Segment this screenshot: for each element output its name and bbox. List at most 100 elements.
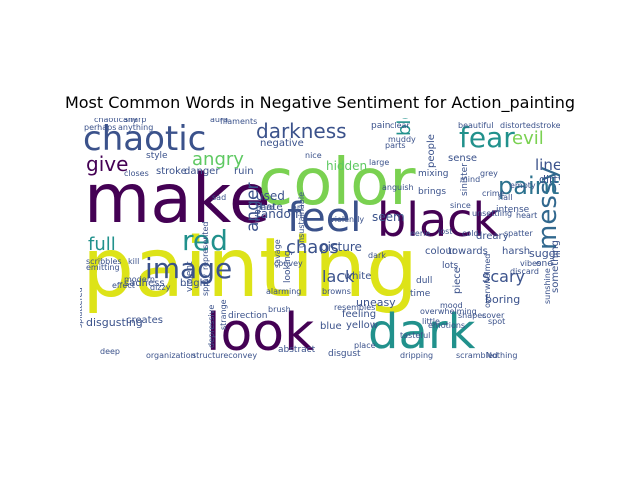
word-eerie: eerie bbox=[410, 229, 430, 238]
word-fear: fear bbox=[459, 121, 515, 154]
word-nothing: Nothing bbox=[486, 351, 517, 360]
word-way: way bbox=[253, 203, 263, 222]
word-vibes: vibes bbox=[520, 259, 541, 268]
word-crime: crime bbox=[482, 189, 505, 198]
word-browns: browns bbox=[322, 287, 351, 296]
word-bright: bright bbox=[180, 278, 210, 289]
word-deep: deep bbox=[100, 347, 120, 356]
word-kill: kill bbox=[128, 257, 139, 266]
word-represented: represented bbox=[201, 222, 210, 270]
word-distorted: distorted bbox=[500, 121, 536, 130]
word-direction: direction bbox=[228, 311, 267, 321]
word-art: art bbox=[292, 203, 303, 212]
word-anguish: anguish bbox=[382, 183, 414, 192]
word-alarming: alarming bbox=[266, 287, 301, 296]
word-spatter: spatter bbox=[504, 229, 533, 238]
word-emotions: emotions bbox=[428, 321, 465, 330]
word-suggest: suggest bbox=[529, 247, 560, 260]
word-unsustainable: unsustainable bbox=[297, 192, 306, 248]
word-mind: mind bbox=[460, 175, 480, 184]
word-violently: violently bbox=[330, 215, 364, 224]
word-splattered: splattered bbox=[80, 287, 84, 328]
word-uneasy: uneasy bbox=[356, 296, 396, 309]
word-piece: piece bbox=[452, 267, 463, 294]
word-messy: messy bbox=[533, 166, 560, 250]
word-brush: brush bbox=[268, 305, 291, 314]
word-sadness: sadness bbox=[124, 278, 165, 289]
word-harsh: harsh bbox=[502, 246, 530, 257]
word-convey: convey bbox=[274, 259, 303, 268]
word-effect: effect bbox=[112, 281, 135, 290]
word-dripping: dripping bbox=[400, 351, 433, 360]
word-boring: boring bbox=[485, 293, 520, 306]
word-creates: creates bbox=[126, 315, 163, 326]
word-painting: painting bbox=[82, 221, 418, 316]
word-image: image bbox=[145, 252, 232, 285]
word-dreary: dreary bbox=[476, 231, 509, 242]
word-yellow: yellow bbox=[346, 320, 378, 331]
word-abstract: abstract bbox=[278, 345, 316, 355]
word-give: give bbox=[86, 152, 128, 176]
word-one: one bbox=[536, 259, 553, 269]
word-place: place bbox=[354, 341, 376, 350]
word-mixing: mixing bbox=[418, 169, 449, 179]
word-lack: lack bbox=[322, 267, 355, 286]
word-colour: colour bbox=[425, 246, 457, 257]
word-sad: sad bbox=[212, 193, 226, 202]
word-dirty: dirty bbox=[539, 173, 560, 186]
word-tasteful: tasteful bbox=[400, 331, 430, 340]
word-modern: modern bbox=[124, 275, 155, 284]
word-hard: hard bbox=[256, 203, 274, 212]
word-unsettling: unsettling bbox=[472, 209, 512, 218]
word-disgust: disgust bbox=[328, 349, 361, 359]
word-dizzy: dizzy bbox=[150, 283, 171, 292]
word-aura: aura bbox=[210, 118, 228, 124]
word-brings: brings bbox=[418, 187, 446, 197]
word-chaotically: chaotically bbox=[94, 118, 137, 124]
word-style: style bbox=[146, 151, 168, 161]
word-scrambled: scrambled bbox=[456, 351, 498, 360]
word-beautiful: beautiful bbox=[458, 121, 493, 130]
word-color: color bbox=[258, 146, 416, 220]
word-sharp: sharp bbox=[124, 118, 147, 124]
word-stroke: stroke bbox=[156, 166, 187, 177]
word-people: people bbox=[426, 134, 437, 168]
word-towards: towards bbox=[448, 246, 488, 257]
word-angry: angry bbox=[192, 149, 244, 170]
word-hidden: hidden bbox=[326, 159, 367, 173]
word-spot: spot bbox=[488, 317, 505, 326]
word-evil: evil bbox=[512, 128, 544, 149]
word-lost: lost bbox=[438, 227, 452, 236]
word-chaotic: chaotic bbox=[83, 119, 206, 159]
word-sinister: sinister bbox=[460, 163, 470, 196]
word-structureconvey: structureconvey bbox=[192, 351, 257, 360]
word-lines: lines bbox=[535, 156, 560, 174]
word-parts: parts bbox=[385, 141, 406, 150]
word-disgusting: disgusting bbox=[86, 316, 143, 329]
word-grey: grey bbox=[480, 169, 498, 178]
word-hate: hate bbox=[260, 202, 283, 213]
word-paint: paint bbox=[498, 172, 559, 200]
word-random: random bbox=[256, 207, 303, 221]
word-closes: closes bbox=[124, 169, 149, 178]
word-emitting: emitting bbox=[86, 263, 120, 272]
word-anything: anything bbox=[118, 123, 153, 132]
word-organization: organization bbox=[146, 351, 196, 360]
word-mood: mood bbox=[440, 301, 463, 310]
word-seem: seem bbox=[372, 210, 405, 224]
word-shapes: shapes bbox=[458, 311, 486, 320]
word-clear: clear bbox=[390, 121, 410, 130]
word-depressive: depressive bbox=[207, 305, 216, 348]
word-negative: negative bbox=[260, 138, 304, 149]
word-blood: blood bbox=[394, 118, 415, 136]
word-time: time bbox=[410, 289, 431, 299]
word-scribbles: scribbles bbox=[86, 257, 122, 266]
word-looking: looking bbox=[283, 250, 293, 283]
word-look: look bbox=[206, 303, 314, 363]
word-heart: heart bbox=[516, 211, 537, 220]
word-dull: dull bbox=[416, 276, 432, 286]
word-stroke: stroke bbox=[536, 121, 560, 130]
word-since: since bbox=[450, 201, 471, 210]
word-cover: cover bbox=[482, 311, 505, 320]
